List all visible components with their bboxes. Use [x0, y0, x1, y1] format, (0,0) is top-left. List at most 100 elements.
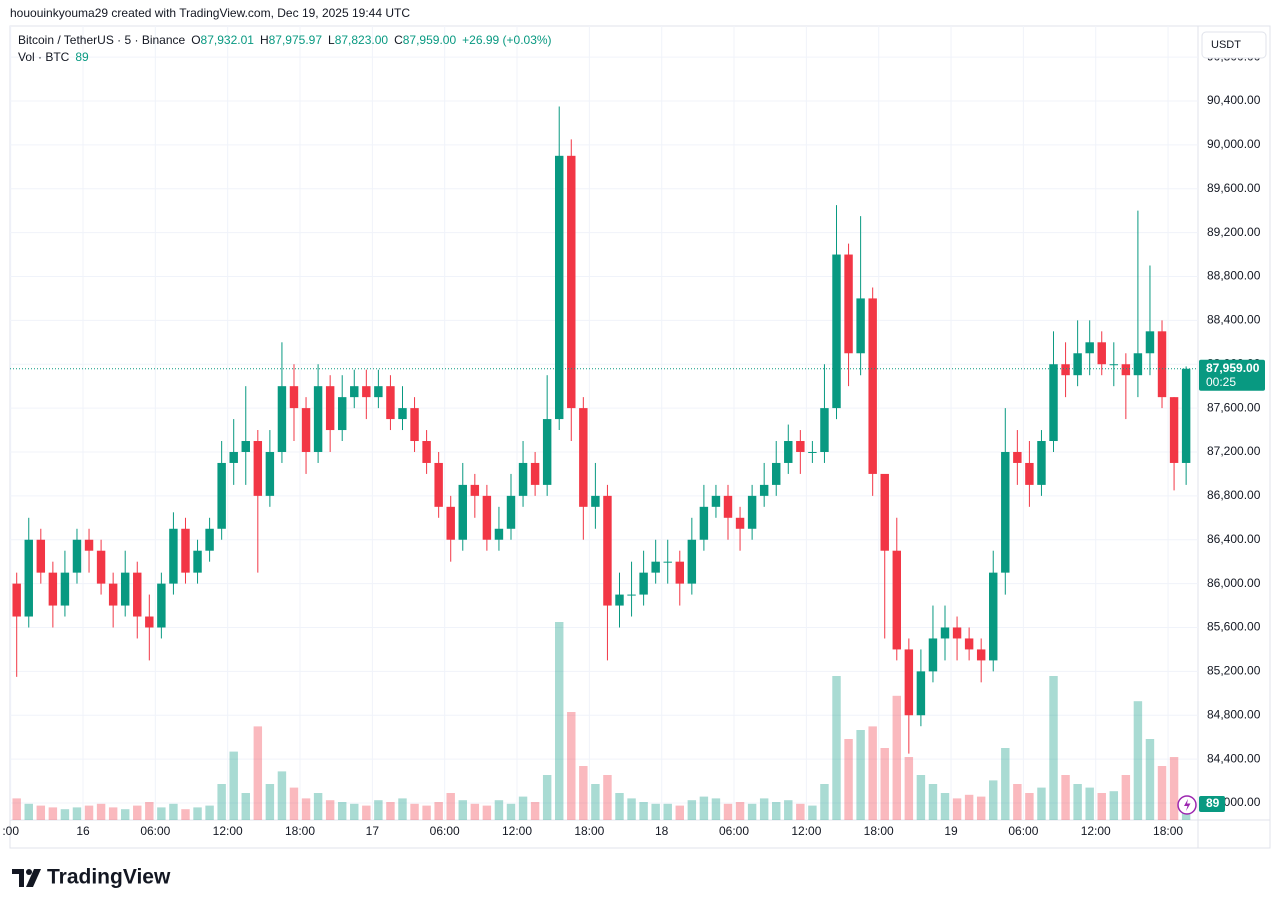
candle-body — [663, 561, 672, 563]
candle-body — [1121, 364, 1131, 376]
ohlc-value: 87,959.00 — [403, 33, 457, 47]
volume-bar — [24, 803, 33, 820]
volume-label[interactable]: Vol · BTC — [18, 50, 70, 64]
volume-bar — [711, 798, 721, 820]
candle-body — [868, 298, 877, 474]
last-price-label: 87,959.00 — [1206, 361, 1260, 375]
volume-bar — [60, 809, 70, 820]
last-price-box — [1199, 359, 1265, 391]
volume-legend: Vol · BTC 89 — [18, 50, 89, 64]
candle-body — [567, 155, 576, 409]
volume-axis-label: 89 — [1206, 796, 1220, 810]
candle-body — [772, 462, 781, 485]
candle-body — [808, 451, 817, 453]
ohlc-key: O — [191, 33, 200, 47]
brand[interactable]: TradingView — [47, 866, 171, 889]
volume-bar — [446, 793, 455, 820]
volume-bar — [1013, 784, 1022, 820]
candle-body — [723, 495, 733, 518]
candle-body — [1097, 342, 1106, 365]
volume-bar — [1157, 766, 1167, 820]
volume-bar — [205, 805, 214, 820]
currency[interactable]: USDT — [1211, 39, 1241, 51]
candle-body — [627, 594, 636, 596]
candle-body — [784, 441, 793, 463]
volume-bar — [1085, 787, 1094, 820]
candles — [10, 106, 1198, 754]
candle-body — [482, 495, 492, 540]
volume-bar — [687, 800, 697, 820]
x-tick-label: 12:00 — [1081, 824, 1111, 838]
candle-body — [181, 528, 190, 573]
volume-bar — [48, 807, 58, 820]
attribution: hououinkyouma29 created with TradingView… — [10, 6, 410, 20]
volume-bar — [892, 695, 902, 820]
x-tick-label: 12:00 — [791, 824, 821, 838]
volume-bar — [1049, 676, 1058, 820]
candle-body — [1169, 397, 1179, 463]
candle-body — [591, 495, 600, 507]
symbol[interactable]: Bitcoin / TetherUS · 5 · Binance — [18, 33, 186, 47]
ohlc-key: C — [394, 33, 403, 47]
candle-body — [494, 528, 504, 540]
candle-body — [856, 298, 865, 354]
volume-bar — [506, 803, 516, 820]
candle-body — [542, 419, 552, 485]
volume-bar — [458, 800, 467, 820]
volume-bar — [808, 805, 817, 820]
volume-bar — [904, 757, 914, 820]
volume-bar — [482, 805, 492, 820]
volume-bar — [193, 807, 202, 820]
y-tick-label: 88,800.00 — [1207, 269, 1261, 283]
candle-body — [1013, 451, 1022, 463]
x-tick-label: 12:00 — [502, 824, 532, 838]
candle-body — [1049, 364, 1058, 442]
x-tick-label: 19 — [944, 824, 958, 838]
candle-body — [989, 572, 998, 661]
volume-bar — [1145, 739, 1155, 820]
volume-bar — [217, 784, 226, 820]
candle-body — [916, 671, 926, 716]
x-tick-label: 18:00 — [285, 824, 315, 838]
candle-body — [976, 649, 986, 661]
volume-bar — [1121, 775, 1131, 820]
volume-bar — [241, 793, 250, 820]
ohlc-value: 87,975.97 — [269, 33, 323, 47]
logo-mark — [12, 869, 24, 887]
x-tick-label: 12:00 — [213, 824, 243, 838]
candle-body — [24, 539, 33, 617]
volume-bar — [313, 793, 323, 820]
chart-frame — [9, 25, 1271, 849]
volume-bar — [940, 793, 950, 820]
x-tick-label: 18:00 — [864, 824, 894, 838]
volume-bar — [145, 802, 154, 820]
volume-bar — [663, 803, 672, 820]
volume-bar — [651, 803, 660, 820]
candle-body — [820, 408, 829, 452]
x-tick-label: 06:00 — [1008, 824, 1038, 838]
x-tick-label: 18:00 — [574, 824, 604, 838]
volume-bar — [844, 739, 853, 820]
volume-bar — [989, 780, 998, 820]
volume-bar — [277, 771, 287, 820]
candle-body — [120, 572, 130, 606]
alert-bolt — [1184, 799, 1191, 811]
volume-bar — [362, 805, 371, 820]
candle-body — [108, 583, 118, 606]
currency-button[interactable] — [1201, 31, 1267, 59]
candle-body — [337, 397, 347, 431]
y-tick-label: 88,400.00 — [1207, 313, 1261, 327]
volume-bar — [72, 807, 82, 820]
candle-body — [434, 462, 443, 507]
candle-body — [880, 473, 889, 551]
change: +26.99 (+0.03%) — [462, 33, 551, 47]
volume-bar — [157, 807, 166, 820]
candle-body — [1133, 353, 1143, 376]
candle-body — [1073, 353, 1082, 376]
x-tick-label: 16 — [76, 824, 90, 838]
candle-body — [398, 408, 407, 420]
candle-body — [844, 254, 853, 354]
volume-bar — [325, 800, 335, 820]
candle-body — [446, 506, 455, 540]
candle-body — [253, 441, 263, 496]
